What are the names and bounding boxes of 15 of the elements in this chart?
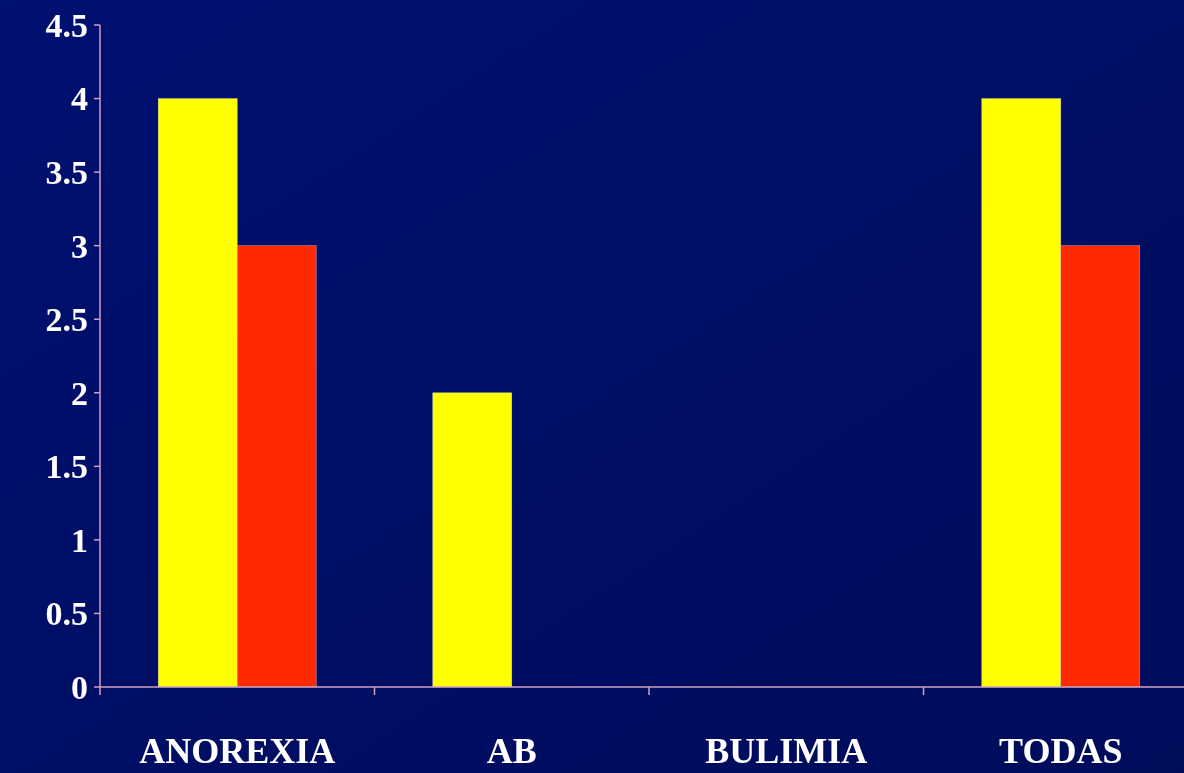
x-tick-label: ANOREXIA: [139, 731, 336, 771]
y-tick-label: 4: [71, 80, 88, 118]
y-tick-label: 1.5: [45, 448, 88, 486]
y-tick-label: 2.5: [45, 301, 88, 339]
y-tick-label: 4.5: [45, 6, 88, 44]
bar: [432, 392, 513, 688]
y-tick-label: 3: [71, 227, 88, 265]
x-tick-label: AB: [486, 731, 537, 771]
y-tick-label: 0: [71, 668, 88, 706]
y-tick-label: 2: [71, 374, 88, 412]
y-tick-label: 1: [71, 521, 88, 559]
x-tick-label: TODAS: [999, 731, 1123, 771]
y-tick-label: 3.5: [45, 154, 88, 192]
y-tick-label: 0.5: [45, 595, 88, 633]
x-tick-label: BULIMIA: [705, 731, 868, 771]
